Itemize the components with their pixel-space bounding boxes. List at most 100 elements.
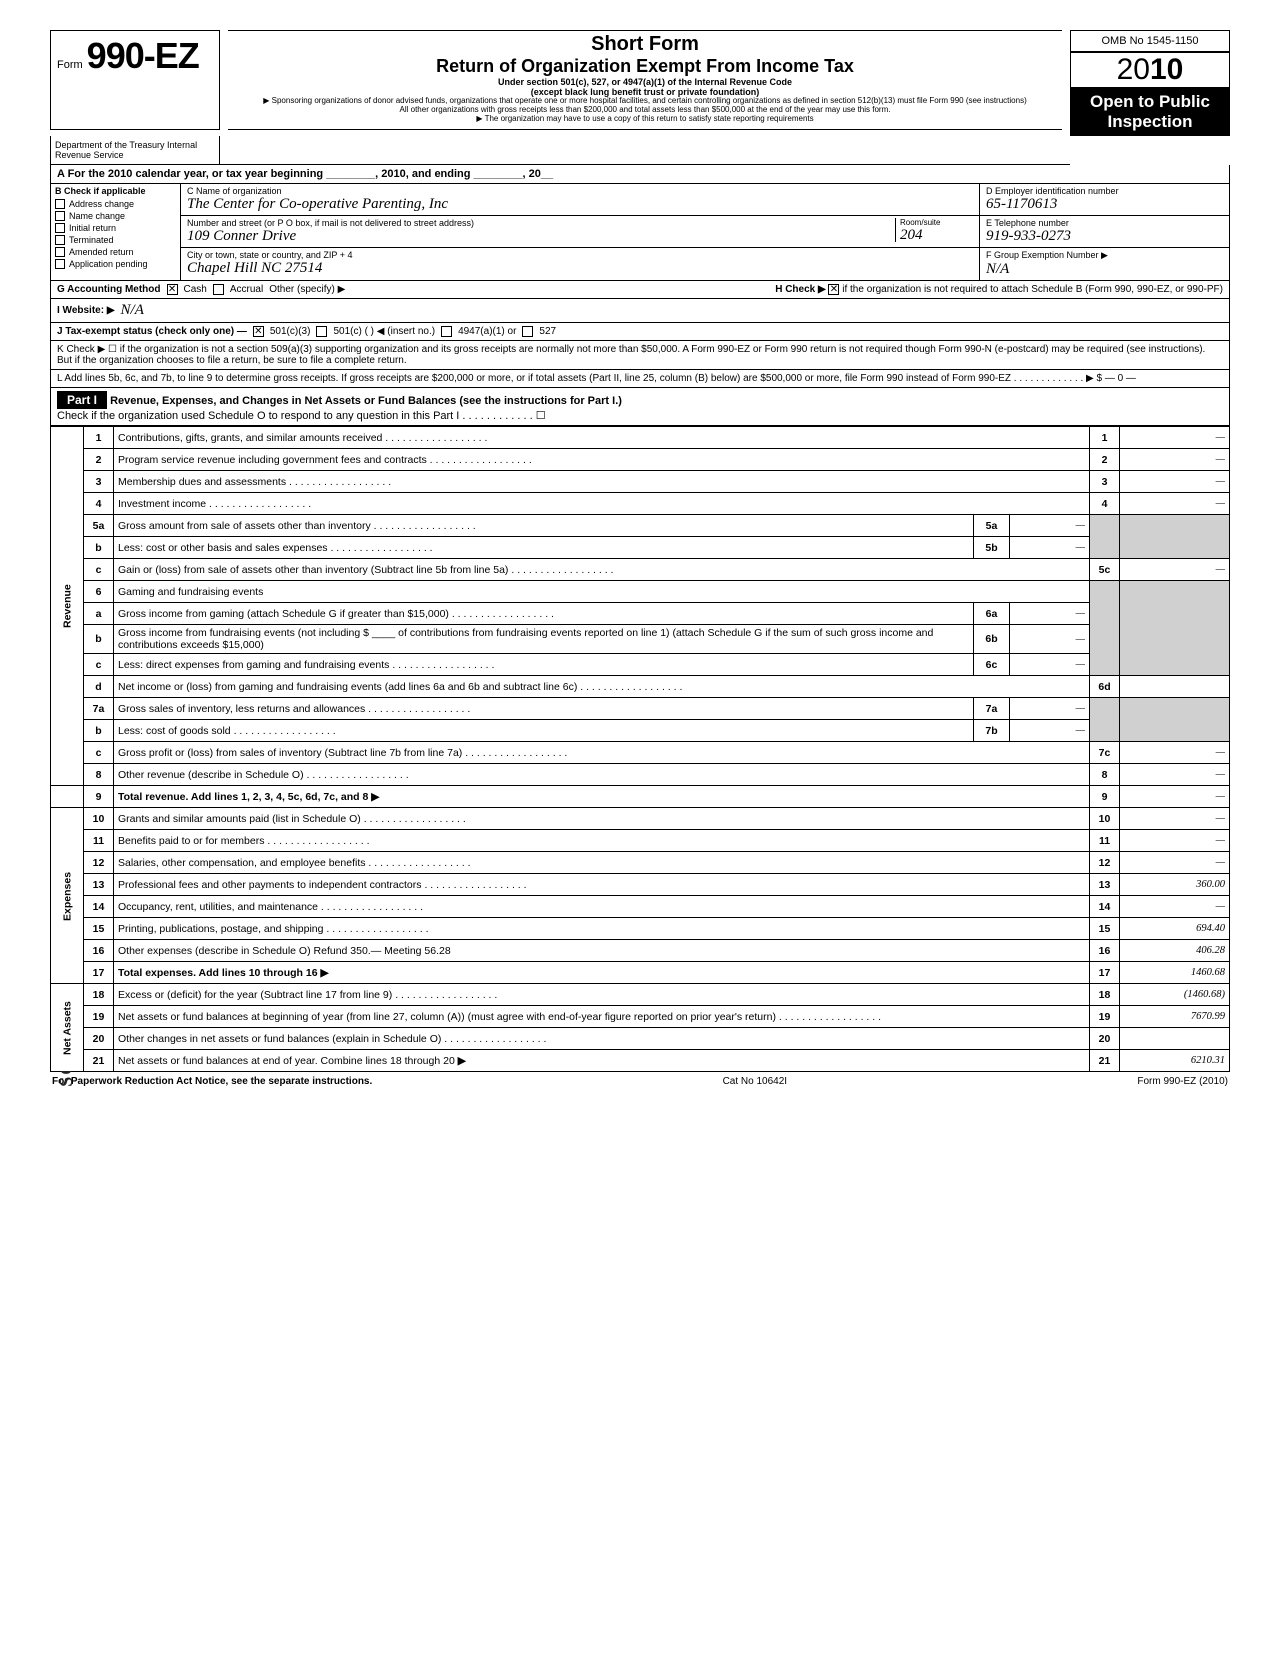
line-num: 11	[84, 830, 114, 852]
chk-address-change[interactable]: Address change	[51, 198, 180, 210]
checkbox-icon[interactable]	[55, 199, 65, 209]
checkbox-icon[interactable]	[55, 223, 65, 233]
header-row: Form 990-EZ Short Form Return of Organiz…	[50, 30, 1230, 136]
line-desc: Salaries, other compensation, and employ…	[114, 852, 1090, 874]
line-inbox: 6a	[974, 603, 1010, 625]
line-desc: Less: cost or other basis and sales expe…	[114, 537, 974, 559]
line-rnum: 19	[1090, 1006, 1120, 1028]
col-d: D Employer identification number 65-1170…	[979, 184, 1229, 280]
chk-label: Application pending	[69, 259, 148, 269]
line-inbox: 7b	[974, 720, 1010, 742]
line-rnum: 20	[1090, 1028, 1120, 1050]
checkbox-icon[interactable]	[55, 235, 65, 245]
form-label: Form	[57, 59, 83, 71]
short-form-title: Short Form	[232, 33, 1058, 56]
org-city-value: Chapel Hill NC 27514	[187, 260, 973, 277]
shade-cell	[1090, 515, 1120, 559]
row-l: L Add lines 5b, 6c, and 7b, to line 9 to…	[50, 370, 1230, 388]
org-addr-row: Number and street (or P O box, if mail i…	[181, 216, 979, 248]
row-i: I Website: ▶ N/A	[50, 299, 1230, 323]
org-name-row: C Name of organization The Center for Co…	[181, 184, 979, 216]
line-rval: (1460.68)	[1120, 984, 1230, 1006]
line-rnum: 4	[1090, 493, 1120, 515]
title-block: Short Form Return of Organization Exempt…	[228, 30, 1062, 130]
chk-name-change[interactable]: Name change	[51, 210, 180, 222]
line-rval: 406.28	[1120, 940, 1230, 962]
line-desc: Gross income from fundraising events (no…	[114, 625, 974, 654]
netassets-vlabel: Net Assets	[51, 984, 84, 1072]
line-num: 20	[84, 1028, 114, 1050]
line-inval: —	[1010, 537, 1090, 559]
checkbox-501c3-icon[interactable]	[253, 326, 264, 337]
group-label: F Group Exemption Number ▶	[986, 250, 1223, 261]
phone-value: 919-933-0273	[986, 228, 1223, 245]
line-num: 5a	[84, 515, 114, 537]
col-b-header: B Check if applicable	[51, 184, 180, 198]
org-name-label: C Name of organization	[187, 186, 973, 196]
chk-terminated[interactable]: Terminated	[51, 234, 180, 246]
checkbox-icon[interactable]	[55, 259, 65, 269]
line-rval: 694.40	[1120, 918, 1230, 940]
table-row: 21 Net assets or fund balances at end of…	[51, 1050, 1230, 1072]
expenses-vlabel: Expenses	[51, 808, 84, 984]
line-rnum: 3	[1090, 471, 1120, 493]
line-rval: —	[1120, 427, 1230, 449]
table-row: 13 Professional fees and other payments …	[51, 874, 1230, 896]
line-rnum: 11	[1090, 830, 1120, 852]
j-527: 527	[539, 326, 556, 337]
line-num: 12	[84, 852, 114, 874]
line-num: 2	[84, 449, 114, 471]
table-row: b Gross income from fundraising events (…	[51, 625, 1230, 654]
line-rnum: 18	[1090, 984, 1120, 1006]
year-outline: 20	[1117, 53, 1150, 86]
line-num: c	[84, 742, 114, 764]
form-990ez-page: SCANNED OCT 1 8 2011 Form 990-EZ Short F…	[50, 30, 1230, 1091]
line-desc: Printing, publications, postage, and shi…	[114, 918, 1090, 940]
year-bold: 10	[1150, 53, 1183, 86]
line-desc: Program service revenue including govern…	[114, 449, 1090, 471]
table-row: c Gain or (loss) from sale of assets oth…	[51, 559, 1230, 581]
l-text: L Add lines 5b, 6c, and 7b, to line 9 to…	[57, 373, 1136, 384]
line-rnum: 2	[1090, 449, 1120, 471]
org-city-row: City or town, state or country, and ZIP …	[181, 248, 979, 279]
col-c: C Name of organization The Center for Co…	[181, 184, 979, 280]
checkbox-4947-icon[interactable]	[441, 326, 452, 337]
left-header-col: Form 990-EZ	[50, 30, 220, 130]
line-num: 8	[84, 764, 114, 786]
other-label: Other (specify) ▶	[269, 284, 345, 295]
chk-initial-return[interactable]: Initial return	[51, 222, 180, 234]
part1-header: Part I Revenue, Expenses, and Changes in…	[50, 388, 1230, 426]
footer-right: Form 990-EZ (2010)	[1137, 1076, 1228, 1087]
chk-label: Address change	[69, 199, 134, 209]
j-label: J Tax-exempt status (check only one) —	[57, 326, 247, 337]
line-desc: Benefits paid to or for members	[114, 830, 1090, 852]
line-desc: Professional fees and other payments to …	[114, 874, 1090, 896]
checkbox-icon[interactable]	[55, 247, 65, 257]
line-desc: Total revenue. Add lines 1, 2, 3, 4, 5c,…	[114, 786, 1090, 808]
row-k: K Check ▶ ☐ if the organization is not a…	[50, 341, 1230, 370]
org-city-label: City or town, state or country, and ZIP …	[187, 250, 973, 260]
chk-amended[interactable]: Amended return	[51, 246, 180, 258]
fine-print-3: ▶ The organization may have to use a cop…	[232, 115, 1058, 124]
chk-label: Name change	[69, 211, 125, 221]
checkbox-cash-icon[interactable]	[167, 284, 178, 295]
row-j: J Tax-exempt status (check only one) — 5…	[50, 323, 1230, 341]
line-desc: Investment income	[114, 493, 1090, 515]
table-row: 16 Other expenses (describe in Schedule …	[51, 940, 1230, 962]
line-num: a	[84, 603, 114, 625]
line-rval	[1120, 1028, 1230, 1050]
checkbox-501c-icon[interactable]	[316, 326, 327, 337]
tax-year-box: 2010	[1070, 52, 1230, 88]
line-desc: Other expenses (describe in Schedule O) …	[114, 940, 1090, 962]
line-rval: —	[1120, 852, 1230, 874]
checkbox-icon[interactable]	[55, 211, 65, 221]
checkbox-accrual-icon[interactable]	[213, 284, 224, 295]
checkbox-h-icon[interactable]	[828, 284, 839, 295]
line-desc: Membership dues and assessments	[114, 471, 1090, 493]
dept-row: Department of the Treasury Internal Reve…	[50, 136, 1230, 165]
table-row: 15 Printing, publications, postage, and …	[51, 918, 1230, 940]
line-desc: Gross profit or (loss) from sales of inv…	[114, 742, 1090, 764]
chk-pending[interactable]: Application pending	[51, 258, 180, 270]
j-501c: 501(c) ( ) ◀ (insert no.)	[333, 326, 435, 337]
checkbox-527-icon[interactable]	[522, 326, 533, 337]
